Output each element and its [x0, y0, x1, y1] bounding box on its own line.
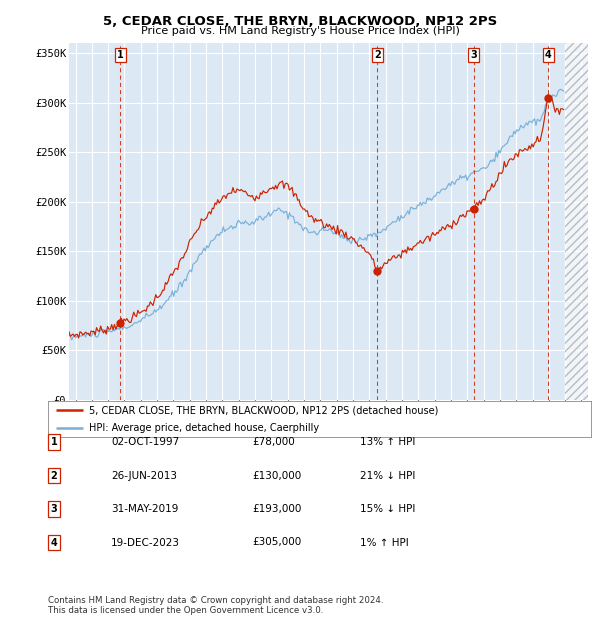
Text: £305,000: £305,000 — [252, 538, 301, 547]
Text: 3: 3 — [470, 50, 477, 60]
Text: 13% ↑ HPI: 13% ↑ HPI — [360, 437, 415, 447]
Text: Price paid vs. HM Land Registry's House Price Index (HPI): Price paid vs. HM Land Registry's House … — [140, 26, 460, 36]
Text: 31-MAY-2019: 31-MAY-2019 — [111, 504, 178, 514]
Text: 02-OCT-1997: 02-OCT-1997 — [111, 437, 179, 447]
Text: 2: 2 — [50, 471, 58, 480]
Text: 1% ↑ HPI: 1% ↑ HPI — [360, 538, 409, 547]
Text: 26-JUN-2013: 26-JUN-2013 — [111, 471, 177, 480]
Bar — [565, 43, 588, 400]
Text: 1: 1 — [117, 50, 124, 60]
Text: 15% ↓ HPI: 15% ↓ HPI — [360, 504, 415, 514]
Bar — [565, 43, 588, 400]
Text: £130,000: £130,000 — [252, 471, 301, 480]
Text: 2: 2 — [374, 50, 380, 60]
Text: £78,000: £78,000 — [252, 437, 295, 447]
Text: 19-DEC-2023: 19-DEC-2023 — [111, 538, 180, 547]
Text: 4: 4 — [50, 538, 58, 547]
Text: £193,000: £193,000 — [252, 504, 301, 514]
Text: 5, CEDAR CLOSE, THE BRYN, BLACKWOOD, NP12 2PS (detached house): 5, CEDAR CLOSE, THE BRYN, BLACKWOOD, NP1… — [89, 405, 438, 415]
Text: HPI: Average price, detached house, Caerphilly: HPI: Average price, detached house, Caer… — [89, 423, 319, 433]
Text: 3: 3 — [50, 504, 58, 514]
Text: 5, CEDAR CLOSE, THE BRYN, BLACKWOOD, NP12 2PS: 5, CEDAR CLOSE, THE BRYN, BLACKWOOD, NP1… — [103, 15, 497, 28]
Text: 21% ↓ HPI: 21% ↓ HPI — [360, 471, 415, 480]
Text: Contains HM Land Registry data © Crown copyright and database right 2024.
This d: Contains HM Land Registry data © Crown c… — [48, 596, 383, 615]
Text: 1: 1 — [50, 437, 58, 447]
Text: 4: 4 — [545, 50, 551, 60]
